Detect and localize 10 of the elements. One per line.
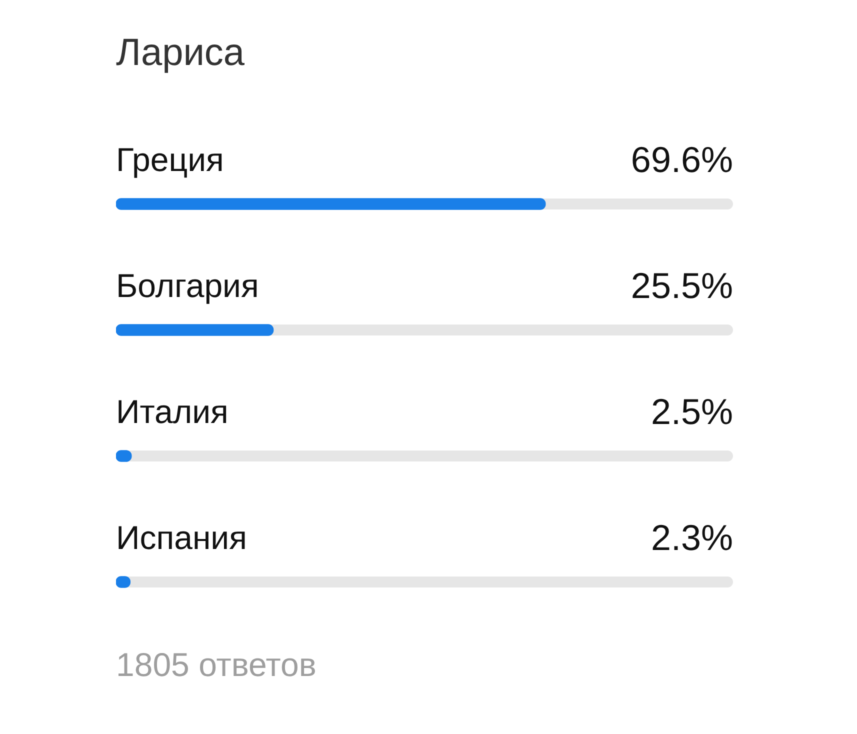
chart-title: Лариса (116, 32, 245, 75)
data-label: 2.5% (650, 390, 733, 432)
y-tick-label: Италия (116, 393, 228, 430)
text: 1805 ответов (116, 646, 316, 684)
data-label: 25.5% (630, 264, 733, 306)
y-tick-label: Болгария (116, 267, 259, 304)
data-label: 69.6% (630, 138, 733, 180)
y-tick-label: Греция (116, 141, 224, 178)
data-label: 2.3% (650, 516, 733, 558)
y-tick-label: Испания (116, 519, 247, 556)
